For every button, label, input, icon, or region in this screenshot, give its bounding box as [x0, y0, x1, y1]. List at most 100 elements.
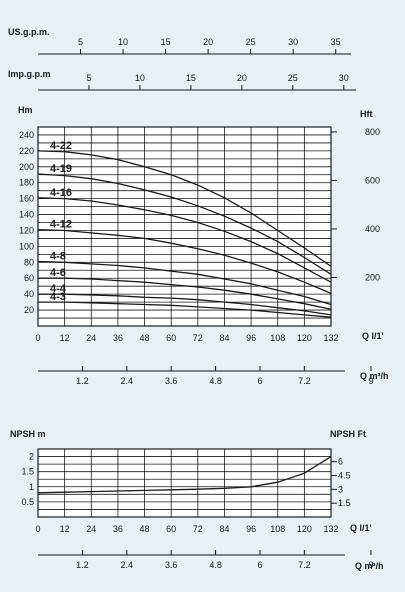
head-y-tick-label: 200: [19, 162, 34, 172]
npsh-x-unit-ls: Q l/1': [350, 523, 372, 533]
impgpm-tick-label: 10: [135, 73, 145, 83]
head-y-tick-label: 40: [24, 289, 34, 299]
head-right-tick-label: 800: [365, 127, 380, 137]
npsh-x-tick-label: 72: [193, 524, 203, 534]
curve-label-4-4: 4-4: [50, 283, 67, 295]
head-y-tick-label: 80: [24, 257, 34, 267]
npsh-x-tick-label: 120: [297, 524, 312, 534]
curve-label-4-19: 4-19: [50, 163, 72, 175]
npsh-plot-area: [37, 448, 332, 518]
npsh-m3h-tick-label: 3.6: [165, 560, 178, 570]
curve-label-4-8: 4-8: [50, 251, 66, 263]
npsh-y-tick-label: 1.5: [21, 467, 34, 477]
head-x-tick-label: 132: [323, 333, 338, 343]
usgpm-tick-label: 25: [246, 37, 256, 47]
head-m3h-tick-label: 4.8: [209, 376, 222, 386]
head-m3h-tick-label: 3.6: [165, 376, 178, 386]
head-x-unit-ls: Q l/1': [362, 331, 384, 341]
npsh-m3h-tick-label: 7.2: [298, 560, 311, 570]
head-y-tick-label: 20: [24, 305, 34, 315]
npsh-m3h-tick-label: 2.4: [121, 560, 134, 570]
head-y-tick-label: 120: [19, 225, 34, 235]
usgpm-tick-label: 20: [203, 37, 213, 47]
npsh-right-tick-label: 3: [338, 484, 343, 494]
curve-label-4-6: 4-6: [50, 267, 66, 279]
npsh-right-tick-label: 6: [338, 457, 343, 467]
head-m3h-tick-label: 7.2: [298, 376, 311, 386]
npsh-right-tick-label: 1.5: [338, 498, 351, 508]
npsh-x-tick-label: 0: [35, 524, 40, 534]
head-x-tick-label: 96: [246, 333, 256, 343]
head-x-tick-label: 48: [140, 333, 150, 343]
npsh-y-tick-label: 2: [29, 452, 34, 462]
head-x-tick-label: 60: [166, 333, 176, 343]
head-plot-area: [37, 126, 332, 327]
head-m3h-tick-label: 2.4: [121, 376, 134, 386]
npsh-x-tick-label: 132: [323, 524, 338, 534]
head-m3h-tick-label: 1.2: [76, 376, 89, 386]
npsh-m3h-tick-label: 9: [368, 560, 373, 570]
head-curve-4-8: [37, 260, 332, 306]
head-curve-4-4: [38, 293, 332, 316]
npsh-curve-npsh: [37, 456, 332, 494]
head-x-tick-label: 0: [35, 333, 40, 343]
head-y-tick-label: 60: [24, 273, 34, 283]
npsh-x-tick-label: 108: [270, 524, 285, 534]
head-curve-4-22: [37, 150, 332, 267]
head-curve-4-12: [37, 229, 332, 294]
head-y-tick-label: 180: [19, 178, 34, 188]
npsh-ylabel-left: NPSH m: [10, 429, 46, 439]
npsh-ylabel-right: NPSH Ft: [330, 429, 366, 439]
head-x-tick-label: 72: [193, 333, 203, 343]
curve-label-4-3: 4-3: [50, 291, 66, 303]
impgpm-tick-label: 25: [288, 73, 298, 83]
curve-label-4-12: 4-12: [50, 219, 72, 231]
head-x-tick-label: 84: [219, 333, 229, 343]
head-y-tick-label: 220: [19, 146, 34, 156]
npsh-x-tick-label: 96: [246, 524, 256, 534]
usgpm-tick-label: 35: [331, 37, 341, 47]
head-curve-4-3: [38, 301, 332, 318]
usgpm-label: US.g.p.m.: [8, 27, 50, 37]
head-x-tick-label: 12: [60, 333, 70, 343]
head-ylabel-left: Hm: [18, 105, 33, 115]
top-scales: US.g.p.m. Imp.g.p.m 5 10 15 20 25 30 35 5 10 15 2…: [8, 27, 356, 91]
npsh-right-tick-label: 4.5: [338, 471, 351, 481]
impgpm-label: Imp.g.p.m: [8, 69, 51, 79]
usgpm-tick-label: 30: [288, 37, 298, 47]
impgpm-tick-label: 5: [86, 73, 91, 83]
head-m3h-tick-label: 9: [368, 376, 373, 386]
usgpm-tick-label: 10: [118, 37, 128, 47]
head-right-tick-label: 400: [365, 224, 380, 234]
head-right-tick-label: 200: [365, 272, 380, 282]
curve-label-4-22: 4-22: [50, 140, 72, 152]
npsh-x-unit-m3h: Q m³/h: [355, 561, 384, 571]
npsh-m3h-tick-label: 6: [257, 560, 262, 570]
head-x-tick-label: 120: [297, 333, 312, 343]
head-y-tick-label: 100: [19, 241, 34, 251]
head-x-tick-label: 36: [113, 333, 123, 343]
npsh-x-tick-label: 24: [86, 524, 96, 534]
usgpm-tick-label: 15: [161, 37, 171, 47]
npsh-chart: NPSH m NPSH Ft 0 12 24 36 48 60 72 84 96 108 120 13…: [10, 429, 384, 571]
impgpm-tick-label: 15: [186, 73, 196, 83]
npsh-y-tick-label: 0.5: [21, 497, 34, 507]
npsh-x-tick-label: 60: [166, 524, 176, 534]
npsh-m3h-tick-label: 4.8: [209, 560, 222, 570]
npsh-x-tick-label: 36: [113, 524, 123, 534]
head-curve-4-16: [37, 197, 332, 283]
npsh-x-tick-label: 84: [219, 524, 229, 534]
npsh-x-tick-label: 12: [60, 524, 70, 534]
head-x-tick-label: 24: [86, 333, 96, 343]
head-curve-4-19: [37, 173, 332, 275]
head-y-tick-label: 240: [19, 130, 34, 140]
head-chart: Hm Hft 0 12 24 36 48 60 72 84 96 108 120 1322040608…: [18, 105, 389, 386]
head-x-unit-m3h: Q m³/h: [360, 371, 389, 381]
head-y-tick-label: 140: [19, 210, 34, 220]
head-x-tick-label: 108: [270, 333, 285, 343]
npsh-y-tick-label: 1: [29, 482, 34, 492]
impgpm-tick-label: 20: [237, 73, 247, 83]
usgpm-tick-label: 5: [78, 37, 83, 47]
head-curve-4-6: [38, 277, 332, 310]
